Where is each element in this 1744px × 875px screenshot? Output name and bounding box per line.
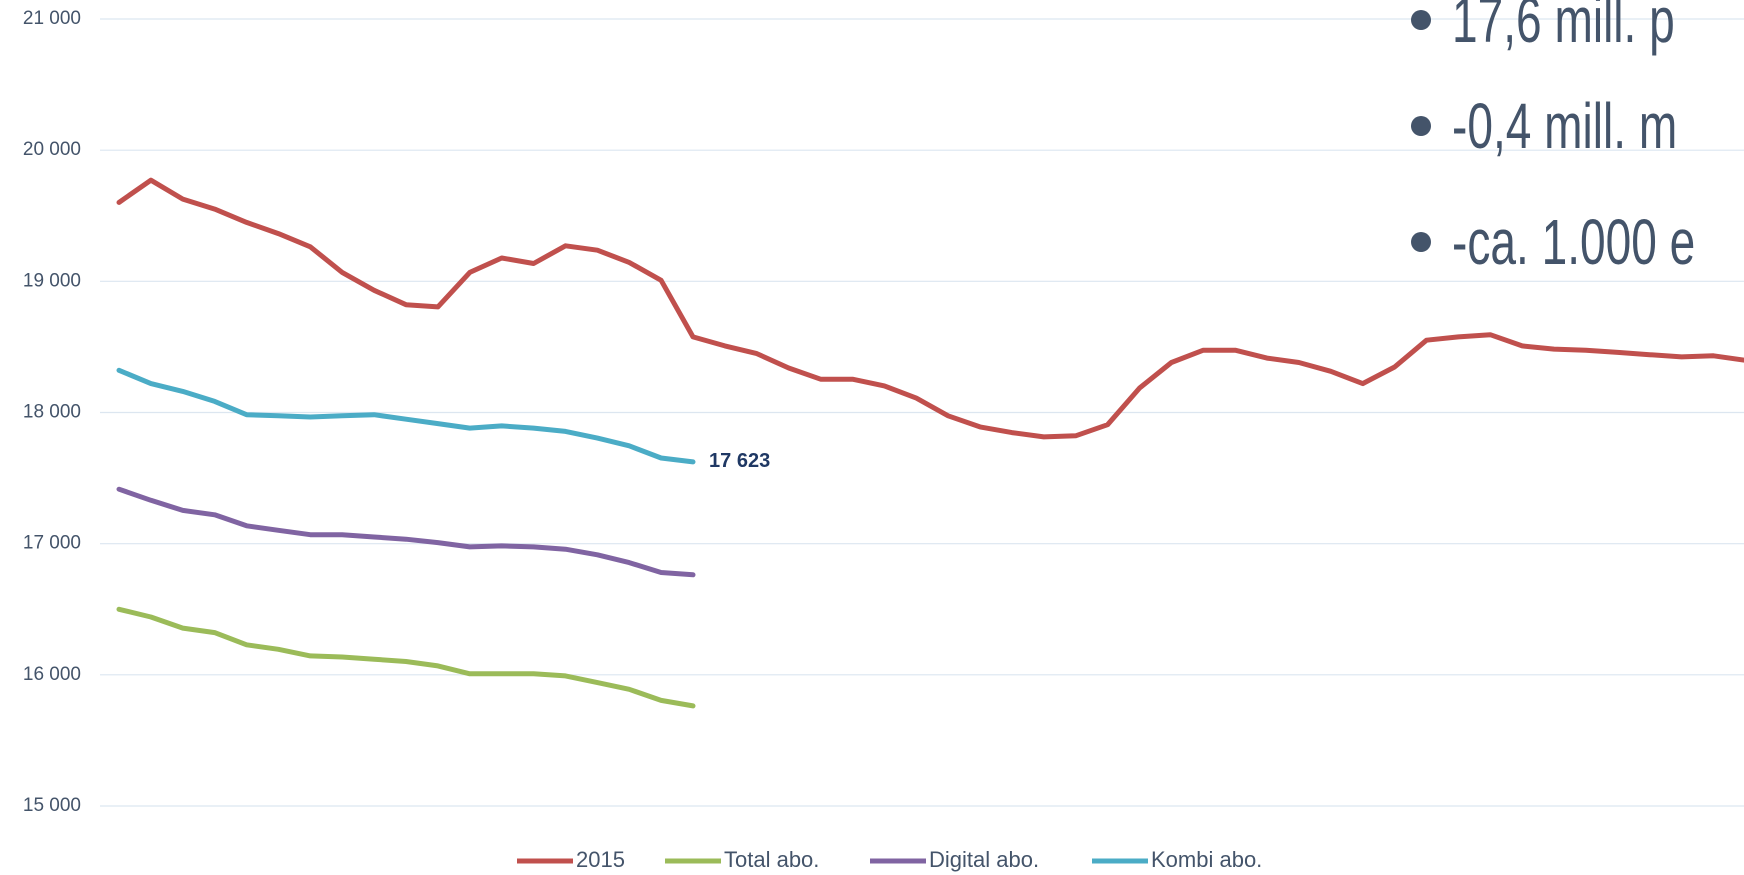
series-line [116,606,696,709]
series-line [116,367,696,465]
bullet-text: -0,4 mill. m [1452,91,1677,162]
data-label: 17 623 [709,450,770,472]
legend-label: Kombi abo. [1151,847,1262,872]
y-tick-label: 20 000 [23,139,81,160]
series-line [116,177,1744,440]
series-line [116,486,696,578]
legend-label: Total abo. [724,847,819,872]
bullet-group: -ca. 1.000 e [1452,207,1695,278]
bullet-dot [1411,232,1431,252]
bullet-group: 17,6 mill. p [1452,0,1675,56]
bullet-text: -ca. 1.000 e [1452,207,1695,278]
y-tick-label: 21 000 [23,8,81,29]
y-tick-label: 16 000 [23,664,81,685]
legend-label: Digital abo. [929,847,1039,872]
y-tick-label: 19 000 [23,270,81,291]
bullet-group: -0,4 mill. m [1452,91,1677,162]
legend-label: 2015 [576,847,625,872]
y-tick-label: 15 000 [23,795,81,816]
bullet-dot [1411,116,1431,136]
bullet-text: 17,6 mill. p [1452,0,1675,56]
y-tick-label: 18 000 [23,402,81,423]
bullet-dot [1411,10,1431,30]
y-tick-label: 17 000 [23,533,81,554]
